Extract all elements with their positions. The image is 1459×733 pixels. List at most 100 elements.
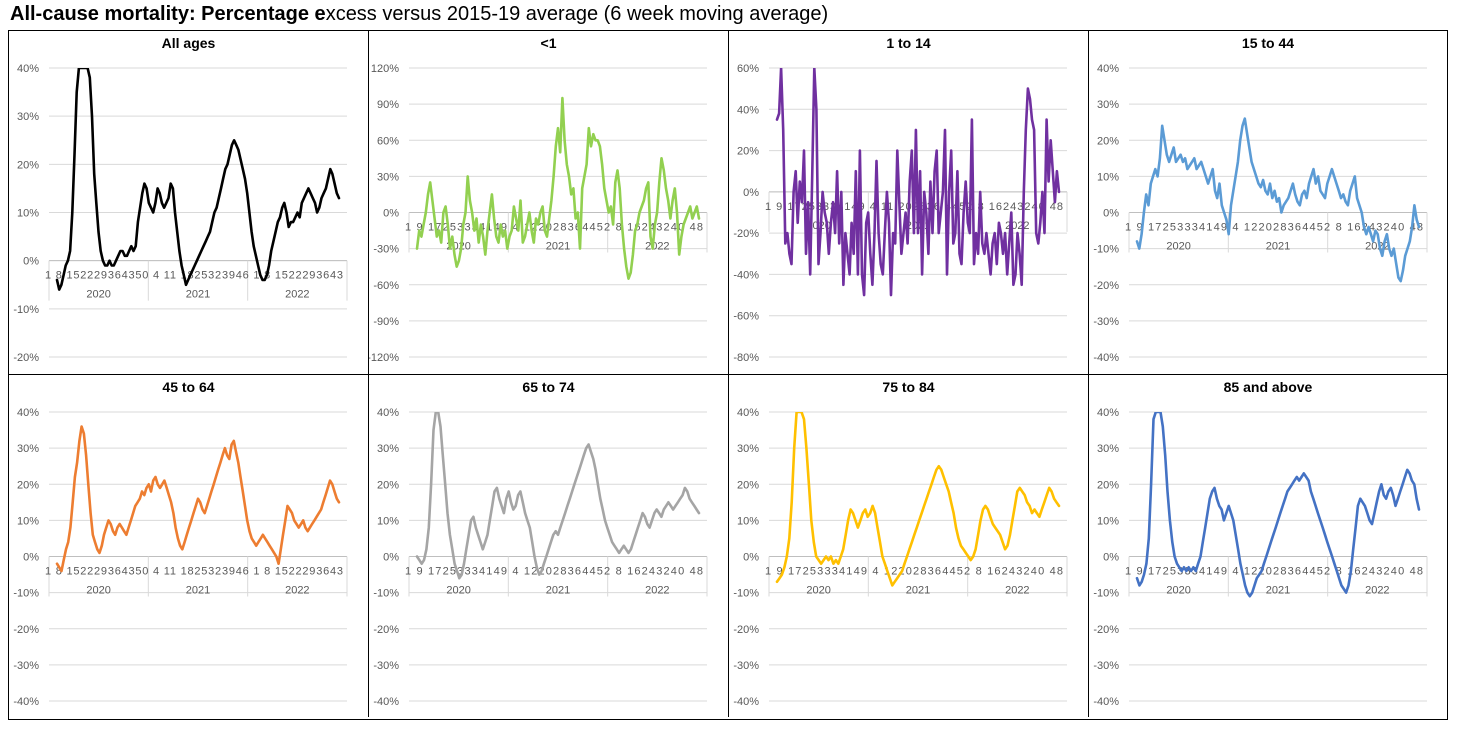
series-line — [55, 68, 341, 291]
series-line — [415, 96, 701, 280]
panel-plot: 40% 30% 20% 10% 0% -10% -20% -30% -40% 1 9 172533… — [373, 407, 708, 708]
y-tick-label: -20% — [1093, 624, 1119, 636]
y-tick-label: -10% — [1093, 244, 1119, 256]
year-label: 2020 — [1166, 585, 1190, 597]
y-tick-label: 60% — [737, 63, 759, 75]
y-tick-label: 40% — [1097, 407, 1119, 419]
y-tick-label: 20% — [377, 479, 399, 491]
y-tick-label: 40% — [17, 63, 39, 75]
year-label: 2021 — [186, 289, 210, 301]
y-tick-label: -10% — [13, 588, 39, 600]
y-tick-label: -30% — [373, 660, 399, 672]
year-label: 2022 — [1005, 220, 1029, 232]
y-tick-label: -40% — [1093, 352, 1119, 364]
y-tick-label: 0% — [383, 552, 399, 564]
year-label: 2022 — [1005, 585, 1029, 597]
y-tick-label: 20% — [17, 159, 39, 171]
y-tick-label: 10% — [17, 515, 39, 527]
y-tick-label: -10% — [733, 588, 759, 600]
panel-title: 75 to 84 — [882, 379, 935, 395]
series-line — [1135, 412, 1421, 598]
chart-title: All-cause mortality: Percentage excess v… — [10, 3, 829, 25]
y-tick-label: -10% — [13, 304, 39, 316]
y-tick-label: -30% — [1093, 316, 1119, 328]
year-label: 2021 — [546, 585, 570, 597]
y-tick-label: -20% — [373, 624, 399, 636]
week-tick-labels: 1 8 152229364350 4 11 1825323946 1 8 152… — [45, 566, 343, 578]
panel-plot: 120%90%60%30%0%-30%-60%-90%-120%1 9 1725… — [369, 63, 708, 364]
year-label: 2021 — [186, 585, 210, 597]
panel-plot: 40% 30% 20% 10% 0% -10% -20% 1 8 152229364350 4… — [13, 63, 348, 364]
y-tick-label: 40% — [1097, 63, 1119, 75]
panel-title: All ages — [161, 35, 216, 51]
year-label: 2022 — [645, 585, 669, 597]
week-tick-labels: 1 8 152229364350 4 11 1825323946 1 8 152… — [45, 270, 343, 282]
series-line — [55, 425, 341, 573]
series-line — [415, 412, 701, 580]
chart-grid: All ages 40% 30% 20% 10% 0% -10% -20% 1 8 152229… — [8, 30, 1448, 720]
year-label: 2022 — [285, 585, 309, 597]
y-tick-label: -40% — [373, 696, 399, 708]
year-label: 2022 — [1365, 585, 1389, 597]
series-line — [775, 68, 1061, 297]
year-label: 2021 — [546, 241, 570, 253]
y-tick-label: 30% — [1097, 443, 1119, 455]
y-tick-label: -60% — [733, 311, 759, 323]
y-tick-label: 10% — [1097, 171, 1119, 183]
year-label: 2020 — [446, 585, 470, 597]
panel-1: <1 120% 90% 60% 30% 0% -30% -60% -90% -120% 1 9 17… — [369, 31, 729, 375]
year-label: 2020 — [806, 585, 830, 597]
y-tick-label: -40% — [13, 696, 39, 708]
y-tick-label: 20% — [1097, 479, 1119, 491]
y-tick-label: 30% — [377, 443, 399, 455]
y-tick-label: 30% — [17, 443, 39, 455]
y-tick-label: 0% — [743, 187, 759, 199]
y-tick-label: -40% — [733, 696, 759, 708]
panel-title: 15 to 44 — [1241, 35, 1295, 51]
y-tick-label: -40% — [1093, 696, 1119, 708]
panel-plot: 40% 30% 20% 10% 0% -10% -20% -30% -40% 1 8 152229… — [13, 407, 348, 708]
y-tick-label: -30% — [373, 244, 399, 256]
y-tick-label: 0% — [743, 552, 759, 564]
y-tick-label: -20% — [733, 228, 759, 240]
y-tick-label: -90% — [373, 316, 399, 328]
panel-title: 65 to 74 — [522, 379, 575, 395]
y-tick-label: 10% — [17, 208, 39, 220]
panel-plot: 60%40%20%0%-20%-40%-60%-80%1 9 172533341… — [733, 63, 1068, 364]
y-tick-label: 40% — [737, 104, 759, 116]
y-tick-label: -30% — [13, 660, 39, 672]
y-tick-label: 0% — [383, 208, 399, 220]
y-tick-label: 0% — [1103, 552, 1119, 564]
y-tick-label: -60% — [373, 280, 399, 292]
y-tick-label: 40% — [737, 407, 759, 419]
week-tick-labels: 1 9 17253334149 4 122028364452 8 1624324… — [765, 566, 1063, 578]
panel-65-to-74: 65 to 74 40% 30% 20% 10% 0% -10% -20% -30% -40% 1 … — [369, 375, 729, 717]
y-tick-label: -10% — [1093, 588, 1119, 600]
y-tick-label: 120% — [371, 63, 399, 75]
y-tick-label: -20% — [13, 624, 39, 636]
y-tick-label: -80% — [733, 352, 759, 364]
panel-plot: 40% 30% 20% 10% 0% -10% -20% -30% -40% 1 9 172533… — [1093, 407, 1428, 708]
y-tick-label: 40% — [377, 407, 399, 419]
year-label: 2022 — [1365, 241, 1389, 253]
y-tick-label: 30% — [17, 111, 39, 123]
y-tick-label: -30% — [1093, 660, 1119, 672]
y-tick-label: 20% — [17, 479, 39, 491]
y-tick-label: 90% — [377, 99, 399, 111]
year-label: 2022 — [645, 241, 669, 253]
year-label: 2020 — [86, 585, 110, 597]
week-tick-labels: 1 9 17253334149 4 122028364452 8 1624324… — [1125, 566, 1423, 578]
year-label: 2020 — [1166, 241, 1190, 253]
panel-title: 1 to 14 — [886, 35, 931, 51]
y-tick-label: 0% — [23, 552, 39, 564]
y-tick-label: 60% — [377, 135, 399, 147]
y-tick-label: 20% — [737, 146, 759, 158]
week-tick-labels: 1 9 17253334149 4 122028364452 8 1624324… — [405, 566, 703, 578]
panel-all-ages: All ages 40% 30% 20% 10% 0% -10% -20% 1 8 152229… — [9, 31, 369, 375]
series-line — [1135, 117, 1421, 283]
y-tick-label: 30% — [1097, 99, 1119, 111]
panel-45-to-64: 45 to 64 40% 30% 20% 10% 0% -10% -20% -30% -40% 1 … — [9, 375, 369, 717]
panel-title: 45 to 64 — [162, 379, 215, 395]
y-tick-label: 10% — [377, 515, 399, 527]
panel-85-and-above: 85 and above 40% 30% 20% 10% 0% -10% -20% -30% -4… — [1089, 375, 1447, 717]
